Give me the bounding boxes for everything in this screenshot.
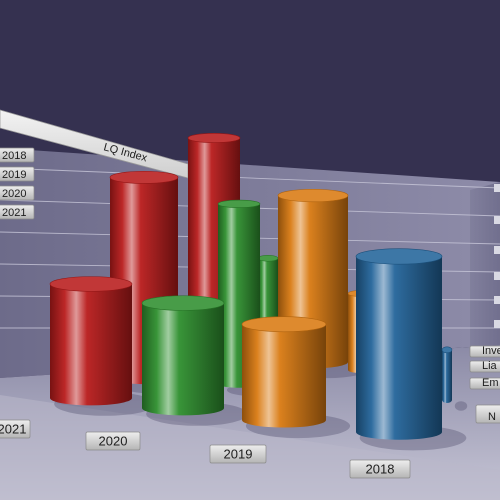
category-label-text: 2020 — [99, 434, 128, 449]
category-label: 2020 — [86, 432, 140, 450]
right-label: N — [476, 405, 500, 423]
legend-item: 2020 — [0, 186, 34, 200]
axis-tick — [494, 246, 500, 254]
legend-label: 2019 — [2, 169, 26, 181]
legend-label: 2021 — [2, 207, 26, 219]
category-label: 2019 — [210, 445, 266, 463]
axis-tick — [494, 320, 500, 328]
category-label: 2021 — [0, 420, 30, 438]
bar-2018-2018 — [356, 249, 442, 440]
axis-tick — [494, 272, 500, 280]
category-label-text: 2021 — [0, 422, 26, 437]
right-label-text: Inve — [482, 345, 500, 357]
right-label-text: N — [488, 411, 496, 423]
legend-item: 2019 — [0, 167, 34, 181]
legend-label: 2018 — [2, 150, 26, 162]
bar-2018-2018 — [442, 347, 452, 403]
category-label: 2018 — [350, 460, 410, 478]
right-label: Inve — [470, 345, 500, 357]
axis-tick — [494, 216, 500, 224]
axis-tick — [494, 184, 500, 192]
legend-label: 2020 — [2, 188, 26, 200]
bar-2020-2020 — [142, 296, 224, 416]
right-label-text: Lia — [482, 360, 498, 372]
bar-2019-2020 — [242, 317, 326, 428]
bar-shadow — [455, 401, 467, 411]
legend-item: 2021 — [0, 205, 34, 219]
bar-2021-2021 — [50, 277, 132, 406]
right-label: Lia — [470, 360, 500, 372]
right-label-text: Em — [482, 377, 499, 389]
legend-item: 2018 — [0, 148, 34, 162]
right-label: Em — [470, 377, 500, 389]
category-label-text: 2018 — [366, 462, 395, 477]
category-label-text: 2019 — [224, 447, 253, 462]
axis-tick — [494, 296, 500, 304]
